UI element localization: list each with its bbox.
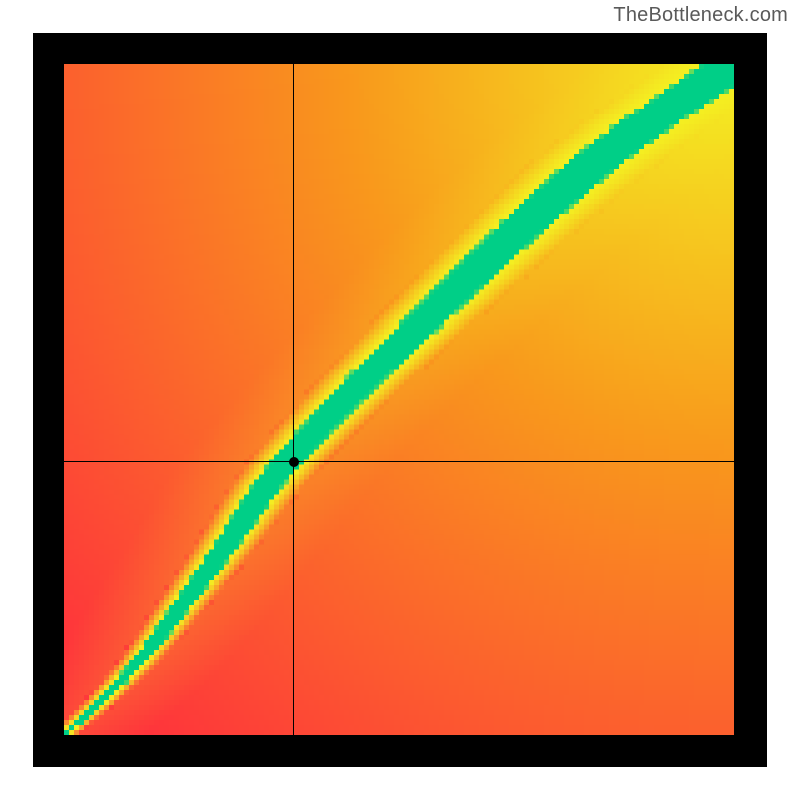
watermark-text: TheBottleneck.com	[613, 4, 788, 27]
heatmap-canvas	[64, 64, 734, 735]
heatmap-plot-area	[64, 64, 734, 735]
crosshair-marker-dot	[289, 457, 299, 467]
crosshair-vertical	[293, 64, 294, 735]
page-root: TheBottleneck.com	[0, 0, 800, 800]
crosshair-horizontal	[64, 461, 734, 462]
chart-black-frame	[33, 33, 767, 767]
